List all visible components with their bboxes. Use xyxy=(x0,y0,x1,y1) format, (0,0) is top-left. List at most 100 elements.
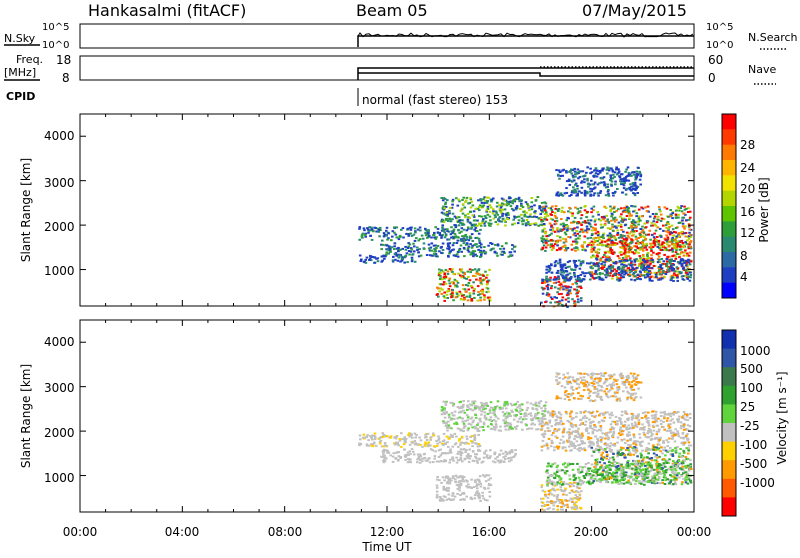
velocity-echo-cell xyxy=(472,421,475,423)
velocity-echo-cell xyxy=(485,480,488,482)
power-echo-cell xyxy=(501,202,504,204)
power-echo-cell xyxy=(576,195,579,197)
velocity-echo-cell xyxy=(451,499,454,501)
velocity-echo-cell xyxy=(688,441,691,443)
power-echo-cell xyxy=(599,171,602,173)
power-echo-cell xyxy=(529,223,532,225)
velocity-echo-cell xyxy=(621,430,624,432)
power-echo-cell xyxy=(433,253,436,255)
power-echo-cell xyxy=(411,260,414,262)
velocity-echo-cell xyxy=(634,422,637,424)
velocity-echo-cell xyxy=(457,476,460,478)
velocity-echo-cell xyxy=(412,451,415,453)
velocity-echo-cell xyxy=(504,458,507,460)
power-echo-cell xyxy=(485,221,488,223)
power-echo-cell xyxy=(542,229,545,231)
velocity-echo-cell xyxy=(673,422,676,424)
power-echo-cell xyxy=(511,248,514,250)
power-echo-cell xyxy=(428,235,431,237)
power-echo-cell xyxy=(590,208,593,210)
power-echo-cell xyxy=(669,215,672,217)
velocity-echo-cell xyxy=(448,462,451,464)
velocity-echo-cell xyxy=(575,430,578,432)
power-echo-cell xyxy=(608,195,611,197)
velocity-echo-cell xyxy=(616,423,619,425)
velocity-echo-cell xyxy=(496,456,499,458)
power-echo-cell xyxy=(635,186,638,188)
power-echo-cell xyxy=(642,229,645,231)
power-echo-cell xyxy=(525,212,528,214)
power-echo-cell xyxy=(407,235,410,237)
velocity-echo-cell xyxy=(485,419,488,421)
power-echo-cell xyxy=(667,237,670,239)
velocity-echo-cell xyxy=(657,418,660,420)
power-echo-cell xyxy=(665,224,668,226)
velocity-echo-cell xyxy=(544,430,547,432)
power-echo-cell xyxy=(487,214,490,216)
velocity-echo-cell xyxy=(663,417,666,419)
velocity-echo-cell xyxy=(461,417,464,419)
velocity-echo-cell xyxy=(527,407,530,409)
velocity-echo-cell xyxy=(562,431,565,433)
power-echo-cell xyxy=(448,248,451,250)
power-echo-cell xyxy=(586,166,589,168)
power-echo-cell xyxy=(446,212,449,214)
nsky-top-tick: 10^5 xyxy=(42,22,69,33)
power-echo-cell xyxy=(433,237,436,239)
power-echo-cell xyxy=(538,218,541,220)
power-echo-cell xyxy=(567,217,570,219)
power-echo-cell xyxy=(529,216,532,218)
velocity-echo-cell xyxy=(380,456,383,458)
velocity-echo-cell xyxy=(603,462,606,464)
velocity-echo-cell xyxy=(588,445,591,447)
power-echo-cell xyxy=(623,207,626,209)
velocity-echo-cell xyxy=(505,407,508,409)
power-echo-cell xyxy=(601,216,604,218)
velocity-echo-cell xyxy=(451,436,454,438)
power-echo-cell xyxy=(597,234,600,236)
velocity-echo-cell xyxy=(667,417,670,419)
power-echo-cell xyxy=(547,244,550,246)
power-echo-cell xyxy=(518,197,521,199)
power-echo-cell xyxy=(591,246,594,248)
velocity-echo-cell xyxy=(436,461,439,463)
velocity-echo-cell xyxy=(571,432,574,434)
velocity-echo-cell xyxy=(635,415,638,417)
power-echo-cell xyxy=(565,233,568,235)
velocity-echo-cell xyxy=(618,417,621,419)
velocity-echo-cell xyxy=(382,451,385,453)
power-echo-cell xyxy=(614,183,617,185)
velocity-echo-cell xyxy=(602,452,605,454)
velocity-echo-cell xyxy=(425,443,428,445)
power-echo-cell xyxy=(661,218,664,220)
velocity-echo-cell xyxy=(660,415,663,417)
power-echo-cell xyxy=(454,224,457,226)
power-echo-cell xyxy=(607,191,610,193)
power-echo-cell xyxy=(551,249,554,251)
power-echo-cell xyxy=(444,276,447,278)
velocity-echo-cell xyxy=(601,437,604,439)
power-echo-cell xyxy=(571,283,574,285)
velocity-echo-cell xyxy=(643,426,646,428)
power-echo-cell xyxy=(386,251,389,253)
power-echo-cell xyxy=(489,219,492,221)
power-echo-cell xyxy=(560,293,563,295)
power-echo-cell xyxy=(594,219,597,221)
power-echo-cell xyxy=(564,232,567,234)
power-echo-cell xyxy=(612,195,615,197)
velocity-echo-cell xyxy=(372,443,375,445)
power-echo-cell xyxy=(446,230,449,232)
velocity-echo-cell xyxy=(467,429,470,431)
power-echo-cell xyxy=(464,288,467,290)
power-echo-cell xyxy=(639,249,642,251)
velocity-echo-cell xyxy=(666,420,669,422)
velocity-echo-cell xyxy=(421,446,424,448)
nsky-bottom-tick: 10^0 xyxy=(42,40,69,51)
power-y-tick-1000: 1000 xyxy=(44,264,75,278)
power-echo-cell xyxy=(439,272,442,274)
velocity-echo-cell xyxy=(646,432,649,434)
power-echo-cell xyxy=(545,235,548,237)
power-echo-cell xyxy=(653,218,656,220)
power-echo-cell xyxy=(574,250,577,252)
power-echo-cell xyxy=(475,243,478,245)
